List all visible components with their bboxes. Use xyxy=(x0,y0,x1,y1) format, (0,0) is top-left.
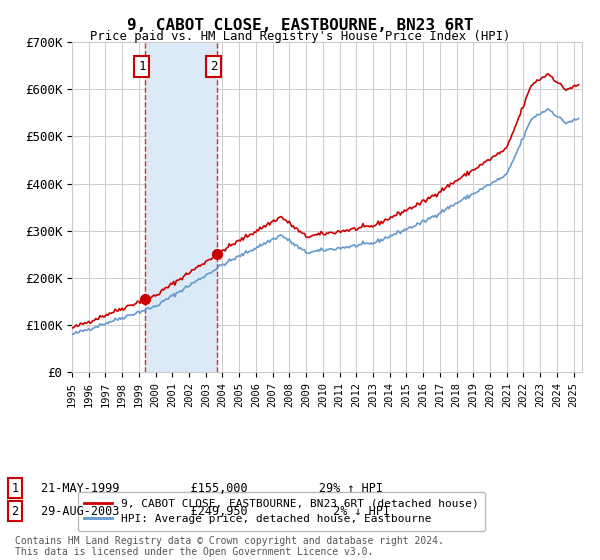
Bar xyxy=(145,42,217,372)
Text: 21-MAY-1999          £155,000          29% ↑ HPI: 21-MAY-1999 £155,000 29% ↑ HPI xyxy=(41,482,383,495)
Text: Contains HM Land Registry data © Crown copyright and database right 2024.
This d: Contains HM Land Registry data © Crown c… xyxy=(15,535,444,557)
Text: 1: 1 xyxy=(11,482,19,495)
Text: 2: 2 xyxy=(210,60,217,73)
Legend: 9, CABOT CLOSE, EASTBOURNE, BN23 6RT (detached house), HPI: Average price, detac: 9, CABOT CLOSE, EASTBOURNE, BN23 6RT (de… xyxy=(77,492,485,531)
Text: 1: 1 xyxy=(138,60,146,73)
Text: 9, CABOT CLOSE, EASTBOURNE, BN23 6RT: 9, CABOT CLOSE, EASTBOURNE, BN23 6RT xyxy=(127,18,473,34)
Text: 29-AUG-2003          £249,950            2% ↓ HPI: 29-AUG-2003 £249,950 2% ↓ HPI xyxy=(41,505,390,518)
Text: Price paid vs. HM Land Registry's House Price Index (HPI): Price paid vs. HM Land Registry's House … xyxy=(90,30,510,43)
Text: 2: 2 xyxy=(11,505,19,518)
